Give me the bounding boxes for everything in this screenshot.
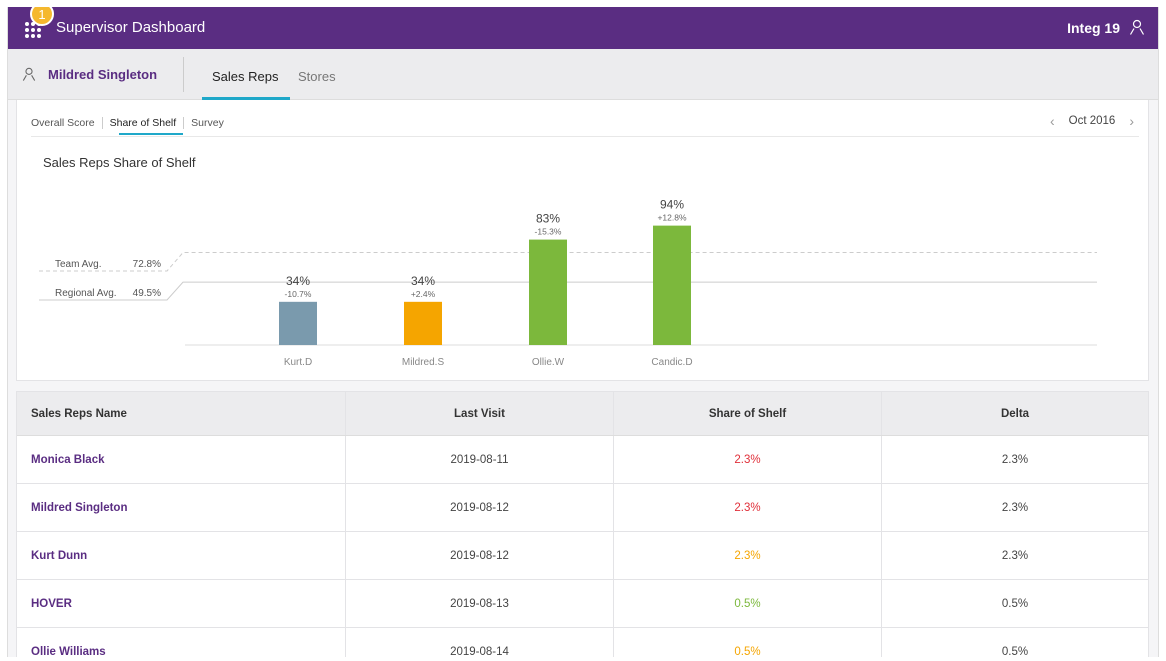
team-avg-label: Team Avg. xyxy=(55,259,102,270)
header-last-visit[interactable]: Last Visit xyxy=(346,392,614,435)
sub-header: Mildred Singleton Sales Reps Stores xyxy=(8,49,1158,100)
rep-name-link[interactable]: Mildred Singleton xyxy=(31,501,128,514)
rep-name-link[interactable]: HOVER xyxy=(31,597,72,610)
rep-user-icon xyxy=(22,67,36,81)
table-body: Monica Black 2019-08-11 2.3% 2.3% Mildred Si… xyxy=(17,436,1148,657)
top-bar: 1 Supervisor Dashboard Integ 19 xyxy=(8,7,1158,49)
rep-name-link[interactable]: Monica Black xyxy=(31,453,105,466)
table-row[interactable]: HOVER 2019-08-13 0.5% 0.5% xyxy=(17,580,1148,628)
bar-value-label: 83% xyxy=(536,212,560,226)
bar-mildreds[interactable] xyxy=(404,301,442,345)
last-visit-cell: 2019-08-12 xyxy=(346,532,614,579)
share-cell: 0.5% xyxy=(614,628,882,657)
bar-value-label: 94% xyxy=(660,198,684,212)
chart-card: Overall Score Share of Shelf Survey ‹ Oc… xyxy=(16,100,1149,381)
delta-cell: 2.3% xyxy=(1001,549,1029,562)
active-tab-indicator xyxy=(202,97,290,100)
share-cell: 0.5% xyxy=(614,580,882,627)
bar-value-label: 34% xyxy=(411,274,435,288)
notification-badge: 1 xyxy=(30,7,54,26)
share-cell: 2.3% xyxy=(614,436,882,483)
share-cell: 2.3% xyxy=(614,532,882,579)
chevron-left-icon[interactable]: ‹ xyxy=(1049,113,1055,129)
user-name[interactable]: Integ 19 xyxy=(1067,20,1120,36)
bar-delta-label: +12.8% xyxy=(657,213,687,223)
table-row[interactable]: Kurt Dunn 2019-08-12 2.3% 2.3% xyxy=(17,532,1148,580)
table-row[interactable]: Mildred Singleton 2019-08-12 2.3% 2.3% xyxy=(17,484,1148,532)
date-label: Oct 2016 xyxy=(1068,115,1116,127)
last-visit-cell: 2019-08-14 xyxy=(346,628,614,657)
x-tick-label: Ollie.W xyxy=(532,357,565,368)
bar-candicd[interactable] xyxy=(653,225,691,345)
bar-kurtd[interactable] xyxy=(279,301,317,345)
tab-sales-reps[interactable]: Sales Reps xyxy=(212,69,279,84)
tab-stores[interactable]: Stores xyxy=(298,69,336,84)
bar-olliew[interactable] xyxy=(529,239,567,345)
x-tick-label: Mildred.S xyxy=(402,357,445,368)
divider xyxy=(31,136,1139,137)
header-delta[interactable]: Delta xyxy=(1000,407,1030,420)
last-visit-cell: 2019-08-12 xyxy=(346,484,614,531)
bar-chart: Team Avg. 72.8%Regional Avg. 49.5%34%-10.7… xyxy=(39,198,1097,368)
metric-tabs: Overall Score Share of Shelf Survey xyxy=(31,117,231,129)
delta-cell: 2.3% xyxy=(1001,501,1029,514)
subtab-overall-score[interactable]: Overall Score xyxy=(31,117,95,129)
regional-avg-line xyxy=(39,281,1097,301)
table-header: Sales Reps Name Last Visit Share of Shel… xyxy=(17,392,1148,436)
chart-title: Sales Reps Share of Shelf xyxy=(43,155,196,170)
team-avg-line xyxy=(39,252,1097,272)
subtab-survey[interactable]: Survey xyxy=(183,117,231,129)
rep-name-link[interactable]: Ollie Williams xyxy=(31,645,106,658)
team-avg-value: 72.8% xyxy=(133,259,161,270)
app-title: Supervisor Dashboard xyxy=(56,19,206,36)
date-navigator: ‹ Oct 2016 › xyxy=(1050,113,1134,129)
divider xyxy=(183,57,184,92)
bar-delta-label: -10.7% xyxy=(285,289,312,299)
last-visit-cell: 2019-08-11 xyxy=(346,436,614,483)
rep-name-link[interactable]: Kurt Dunn xyxy=(31,549,88,562)
active-subtab-indicator xyxy=(119,133,183,135)
delta-cell: 0.5% xyxy=(1001,645,1029,658)
table-row[interactable]: Monica Black 2019-08-11 2.3% 2.3% xyxy=(17,436,1148,484)
header-name[interactable]: Sales Reps Name xyxy=(17,392,346,435)
x-tick-label: Kurt.D xyxy=(284,357,312,368)
user-icon[interactable] xyxy=(1129,19,1145,35)
app-frame: 1 Supervisor Dashboard Integ 19 Mildred … xyxy=(7,7,1159,657)
chevron-right-icon[interactable]: › xyxy=(1129,113,1134,129)
delta-cell: 2.3% xyxy=(1001,453,1029,466)
rep-name[interactable]: Mildred Singleton xyxy=(48,67,158,82)
last-visit-cell: 2019-08-13 xyxy=(346,580,614,627)
header-share-of-shelf[interactable]: Share of Shelf xyxy=(614,392,882,435)
delta-cell: 0.5% xyxy=(1001,597,1029,610)
subtab-share-of-shelf[interactable]: Share of Shelf xyxy=(101,117,184,129)
x-tick-label: Candic.D xyxy=(651,357,692,368)
bar-value-label: 34% xyxy=(286,274,310,288)
share-cell: 2.3% xyxy=(614,484,882,531)
table-row[interactable]: Ollie Williams 2019-08-14 0.5% 0.5% xyxy=(17,628,1148,657)
bar-delta-label: +2.4% xyxy=(411,289,436,299)
regional-avg-value: 49.5% xyxy=(133,288,161,299)
sales-reps-table: Sales Reps Name Last Visit Share of Shel… xyxy=(16,391,1149,657)
bar-delta-label: -15.3% xyxy=(535,227,562,237)
regional-avg-label: Regional Avg. xyxy=(55,288,117,299)
